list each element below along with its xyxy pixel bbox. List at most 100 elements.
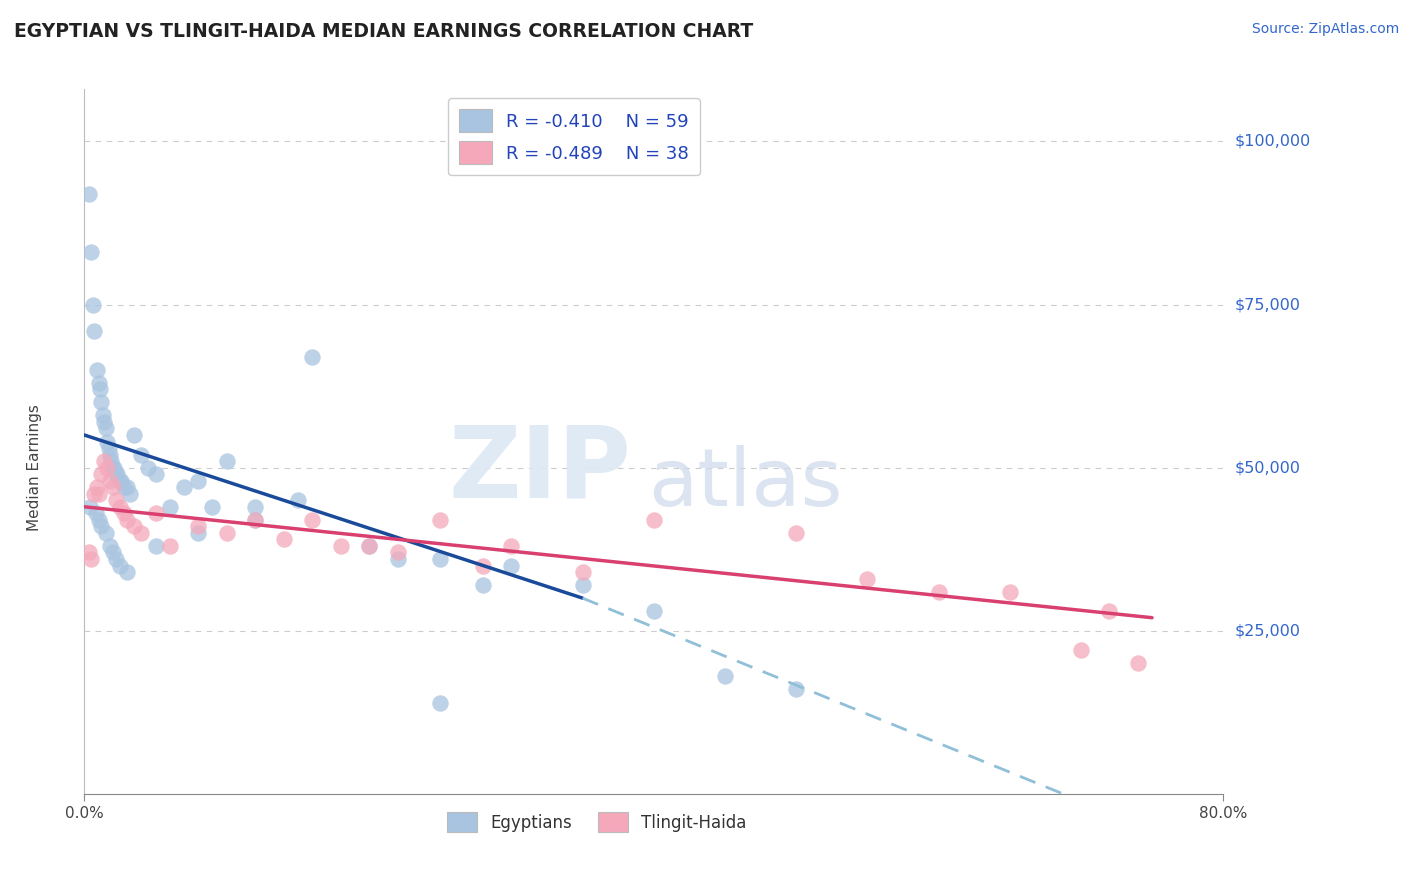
- Point: [785, 682, 807, 697]
- Point: [643, 604, 665, 618]
- Point: [429, 513, 451, 527]
- Point: [145, 506, 167, 520]
- Point: [82, 297, 104, 311]
- Point: [98, 539, 121, 553]
- Text: atlas: atlas: [648, 445, 842, 523]
- Point: [115, 480, 138, 494]
- Point: [856, 572, 879, 586]
- Point: [173, 480, 195, 494]
- Point: [104, 552, 127, 566]
- Text: $50,000: $50,000: [1234, 460, 1301, 475]
- Point: [429, 696, 451, 710]
- Point: [187, 519, 209, 533]
- Point: [112, 480, 135, 494]
- Text: $100,000: $100,000: [1234, 134, 1310, 149]
- Point: [571, 565, 593, 579]
- Point: [94, 421, 117, 435]
- Point: [110, 474, 132, 488]
- Point: [501, 558, 523, 573]
- Text: $25,000: $25,000: [1234, 624, 1301, 639]
- Point: [90, 395, 112, 409]
- Point: [108, 474, 131, 488]
- Point: [429, 552, 451, 566]
- Point: [118, 487, 141, 501]
- Point: [138, 460, 160, 475]
- Point: [131, 448, 153, 462]
- Point: [714, 669, 737, 683]
- Text: $75,000: $75,000: [1234, 297, 1301, 312]
- Point: [98, 448, 121, 462]
- Point: [84, 506, 107, 520]
- Point: [359, 539, 381, 553]
- Text: ZIP: ZIP: [449, 421, 631, 518]
- Point: [100, 454, 122, 468]
- Point: [329, 539, 352, 553]
- Point: [83, 487, 105, 501]
- Point: [145, 467, 167, 482]
- Text: Median Earnings: Median Earnings: [27, 404, 42, 531]
- Point: [77, 186, 100, 201]
- Point: [785, 525, 807, 540]
- Point: [96, 434, 118, 449]
- Point: [86, 480, 108, 494]
- Point: [80, 552, 103, 566]
- Point: [104, 493, 127, 508]
- Point: [115, 565, 138, 579]
- Point: [387, 552, 409, 566]
- Point: [472, 558, 495, 573]
- Point: [145, 539, 167, 553]
- Point: [90, 519, 112, 533]
- Point: [96, 460, 118, 475]
- Point: [101, 545, 124, 559]
- Point: [93, 454, 115, 468]
- Point: [1070, 643, 1092, 657]
- Point: [187, 474, 209, 488]
- Point: [98, 474, 121, 488]
- Point: [94, 525, 117, 540]
- Point: [387, 545, 409, 559]
- Point: [245, 513, 267, 527]
- Point: [105, 467, 128, 482]
- Point: [472, 578, 495, 592]
- Point: [93, 415, 115, 429]
- Point: [301, 350, 323, 364]
- Legend: Egyptians, Tlingit-Haida: Egyptians, Tlingit-Haida: [441, 805, 752, 838]
- Point: [87, 487, 110, 501]
- Point: [122, 519, 145, 533]
- Point: [97, 441, 120, 455]
- Point: [101, 460, 124, 475]
- Point: [112, 506, 135, 520]
- Point: [215, 525, 238, 540]
- Point: [104, 467, 127, 482]
- Point: [1126, 657, 1149, 671]
- Point: [91, 409, 114, 423]
- Point: [83, 324, 105, 338]
- Point: [187, 525, 209, 540]
- Point: [87, 513, 110, 527]
- Point: [998, 584, 1021, 599]
- Point: [301, 513, 323, 527]
- Point: [287, 493, 309, 508]
- Point: [201, 500, 224, 514]
- Text: EGYPTIAN VS TLINGIT-HAIDA MEDIAN EARNINGS CORRELATION CHART: EGYPTIAN VS TLINGIT-HAIDA MEDIAN EARNING…: [14, 22, 754, 41]
- Point: [245, 500, 267, 514]
- Text: Source: ZipAtlas.com: Source: ZipAtlas.com: [1251, 22, 1399, 37]
- Point: [359, 539, 381, 553]
- Point: [273, 533, 295, 547]
- Point: [77, 545, 100, 559]
- Point: [131, 525, 153, 540]
- Point: [79, 500, 101, 514]
- Point: [1098, 604, 1121, 618]
- Point: [89, 382, 111, 396]
- Point: [643, 513, 665, 527]
- Point: [87, 376, 110, 390]
- Point: [108, 500, 131, 514]
- Point: [928, 584, 950, 599]
- Point: [103, 460, 125, 475]
- Point: [101, 480, 124, 494]
- Point: [122, 428, 145, 442]
- Point: [159, 500, 181, 514]
- Point: [80, 245, 103, 260]
- Point: [501, 539, 523, 553]
- Point: [245, 513, 267, 527]
